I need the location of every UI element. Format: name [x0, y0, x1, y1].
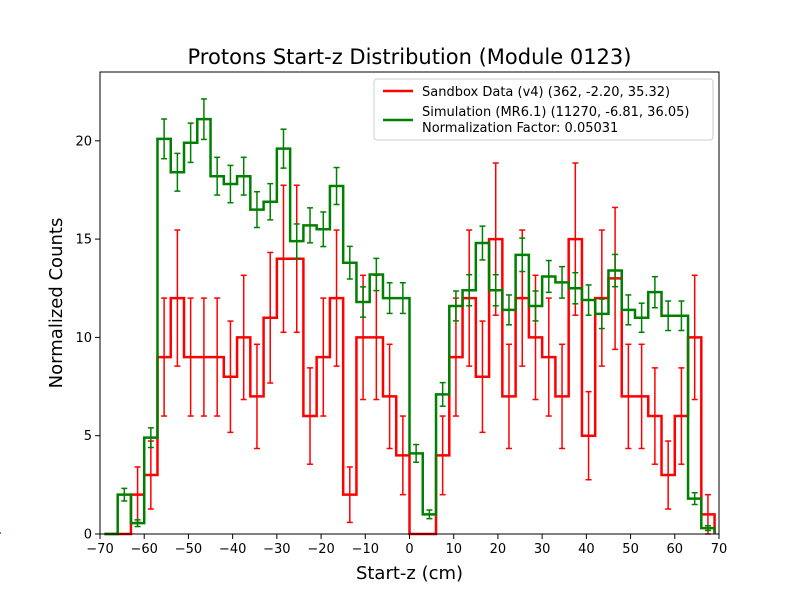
x-tick-label: 70	[711, 542, 728, 557]
y-tick-label: 15	[75, 233, 92, 248]
x-tick-label: −30	[263, 542, 290, 557]
x-tick-label: 10	[445, 542, 462, 557]
x-tick-label: −60	[130, 542, 157, 557]
x-tick-label: −10	[352, 542, 379, 557]
x-tick-label: 30	[534, 542, 551, 557]
x-tick-label: 0	[405, 542, 413, 557]
y-tick-label: 10	[75, 331, 92, 346]
x-axis-title: Start-z (cm)	[356, 563, 463, 584]
x-tick-label: 40	[578, 542, 595, 557]
legend-label-data: Sandbox Data (v4) (362, -2.20, 35.32)	[422, 85, 670, 100]
x-tick-label: −20	[307, 542, 334, 557]
x-tick-label: −50	[175, 542, 202, 557]
y-axis-ticks: 0 5 10 15 20	[75, 134, 100, 543]
legend-label-simulation: Simulation (MR6.1) (11270, -6.81, 36.05)	[422, 105, 689, 120]
series-layer	[0, 98, 716, 536]
y-tick-label: 5	[84, 429, 92, 444]
x-tick-label: 60	[667, 542, 684, 557]
legend-box	[373, 78, 714, 141]
y-axis-title: Normalized Counts	[46, 218, 67, 389]
legend: Sandbox Data (v4) (362, -2.20, 35.32) Si…	[373, 78, 714, 141]
y-tick-label: 20	[75, 134, 92, 149]
y-tick-label: 0	[84, 528, 92, 543]
x-tick-label: 20	[490, 542, 507, 557]
x-tick-label: 50	[622, 542, 639, 557]
x-tick-label: −40	[219, 542, 246, 557]
x-axis-ticks: −70 −60 −50 −40 −30 −20 −10 0 10 20 30 40 50 60 70	[86, 534, 727, 557]
x-tick-label: −70	[86, 542, 113, 557]
plot-area: −70 −60 −50 −40 −30 −20 −10 0 10 20 30 40 50 60 70 0 5 1…	[0, 71, 727, 557]
chart-title: Protons Start-z Distribution (Module 012…	[188, 45, 632, 69]
legend-label-normalization: Normalization Factor: 0.05031	[422, 121, 618, 136]
histogram-simulation	[104, 117, 716, 536]
